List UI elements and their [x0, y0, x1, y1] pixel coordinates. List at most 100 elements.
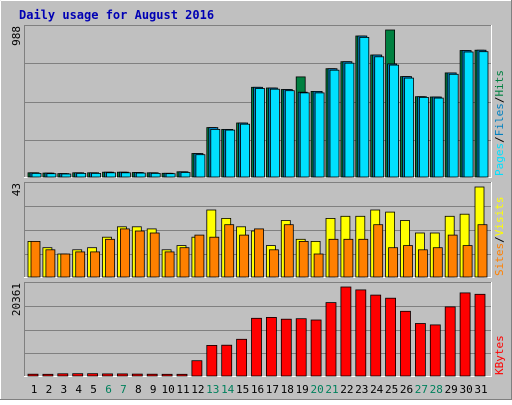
bar-sites-day-10 — [164, 251, 175, 278]
bar-pages-day-17 — [269, 88, 280, 178]
x-tick-label-4: 4 — [75, 383, 82, 396]
bar-pages-day-31 — [478, 51, 489, 178]
legend-entry-visits_sites-0: Sites — [493, 243, 506, 276]
bar-pages-day-3 — [61, 173, 72, 178]
legend-entry-hits_files_pages-0: Pages — [493, 143, 506, 176]
bar-kbytes-day-2 — [42, 373, 54, 377]
bar-sites-day-11 — [179, 247, 190, 278]
bar-kbytes-day-13 — [206, 344, 218, 377]
bar-kbytes-day-27 — [414, 323, 426, 377]
x-tick-label-5: 5 — [90, 383, 97, 396]
bar-pages-day-11 — [180, 172, 191, 178]
bar-pages-day-19 — [299, 92, 310, 178]
x-tick-label-13: 13 — [206, 383, 219, 396]
bar-kbytes-day-6 — [102, 373, 113, 377]
bar-kbytes-day-1 — [27, 373, 39, 377]
bar-pages-day-18 — [284, 90, 295, 178]
bar-kbytes-day-16 — [251, 317, 262, 377]
legend-kbytes: KBytes — [493, 335, 506, 375]
x-tick-label-16: 16 — [251, 383, 264, 396]
legend-entry-kbytes-0: KBytes — [493, 335, 506, 375]
bar-sites-day-4 — [75, 251, 86, 278]
x-tick-label-19: 19 — [296, 383, 309, 396]
bar-sites-day-18 — [283, 224, 294, 278]
bar-kbytes-day-23 — [355, 289, 367, 377]
legend-hits_files_pages: Pages/Files/Hits — [493, 70, 506, 176]
legend-entry-hits_files_pages-4: Hits — [493, 70, 506, 97]
bar-sites-day-29 — [447, 234, 458, 278]
bar-pages-day-1 — [31, 172, 42, 178]
bar-kbytes-day-18 — [280, 318, 292, 377]
bar-sites-day-15 — [239, 234, 250, 278]
x-tick-label-26: 26 — [400, 383, 413, 396]
panel-hits_files_pages: 988 Pages/Files/Hits — [10, 25, 506, 178]
bar-sites-day-12 — [194, 234, 205, 278]
x-tick-label-21: 21 — [325, 383, 338, 396]
bar-sites-day-27 — [417, 249, 428, 278]
y-max-label-hits_files_pages: 988 — [10, 26, 23, 46]
legend-entry-visits_sites-1: / — [493, 236, 506, 243]
bar-sites-day-25 — [388, 247, 399, 278]
bar-sites-day-6 — [105, 238, 115, 278]
bar-pages-day-15 — [240, 123, 251, 178]
bar-pages-day-10 — [165, 173, 176, 178]
x-tick-label-15: 15 — [236, 383, 249, 396]
bar-sites-day-21 — [328, 238, 339, 278]
bar-kbytes-day-19 — [295, 318, 307, 377]
panel-visits_sites: 43 Sites/Visits — [10, 182, 506, 278]
bar-pages-day-4 — [76, 172, 87, 178]
x-tick-label-24: 24 — [370, 383, 384, 396]
bar-kbytes-day-25 — [385, 297, 397, 377]
bar-pages-day-20 — [314, 92, 325, 178]
panel-kbytes: 20361 KBytes — [10, 282, 506, 377]
bar-sites-day-31 — [477, 224, 488, 278]
y-max-label-kbytes: 20361 — [10, 283, 23, 316]
x-tick-label-23: 23 — [355, 383, 368, 396]
bar-kbytes-day-22 — [340, 286, 352, 377]
x-axis-labels: 1 2 3 4 5 6 7 8 9 10 11 12 13 14 15 16 17 18 19 20 21 22 23 24 2… — [31, 383, 488, 396]
bar-kbytes-day-15 — [236, 338, 248, 377]
bar-pages-day-14 — [225, 129, 236, 178]
x-tick-label-2: 2 — [46, 383, 53, 396]
bar-pages-day-24 — [374, 56, 385, 178]
bar-kbytes-day-4 — [72, 373, 84, 377]
chart-title: Daily usage for August 2016 — [19, 8, 214, 22]
bar-pages-day-25 — [389, 64, 400, 178]
bar-kbytes-day-11 — [176, 373, 188, 377]
bar-sites-day-7 — [120, 228, 130, 278]
legend-entry-hits_files_pages-1: / — [493, 136, 506, 143]
x-tick-label-31: 31 — [474, 383, 487, 396]
x-tick-label-11: 11 — [176, 383, 189, 396]
bar-pages-day-13 — [210, 128, 221, 178]
legend-visits_sites: Sites/Visits — [493, 197, 506, 277]
bar-sites-day-5 — [90, 251, 100, 278]
x-tick-label-20: 20 — [310, 383, 323, 396]
bar-sites-day-2 — [45, 249, 56, 278]
x-tick-label-25: 25 — [385, 383, 398, 396]
bar-pages-day-27 — [418, 97, 429, 178]
bar-kbytes-day-8 — [131, 373, 143, 377]
bar-kbytes-day-7 — [117, 373, 128, 377]
bar-kbytes-day-9 — [146, 373, 158, 377]
x-tick-label-1: 1 — [31, 383, 38, 396]
x-tick-label-18: 18 — [281, 383, 294, 396]
bar-kbytes-day-3 — [57, 373, 69, 377]
bar-sites-day-23 — [358, 238, 369, 278]
x-tick-label-6: 6 — [105, 383, 112, 396]
x-tick-label-30: 30 — [459, 383, 472, 396]
x-tick-label-10: 10 — [161, 383, 174, 396]
bar-kbytes-day-30 — [459, 292, 471, 377]
legend-entry-hits_files_pages-3: / — [493, 97, 506, 104]
bar-sites-day-9 — [149, 232, 160, 278]
bar-sites-day-8 — [134, 230, 145, 278]
x-tick-label-14: 14 — [221, 383, 235, 396]
bar-kbytes-day-10 — [161, 373, 173, 377]
bar-pages-day-21 — [329, 69, 340, 178]
bar-pages-day-28 — [433, 97, 444, 178]
x-tick-label-17: 17 — [266, 383, 279, 396]
bar-sites-day-28 — [432, 247, 443, 278]
bar-pages-day-2 — [46, 173, 57, 178]
bar-sites-day-1 — [30, 240, 41, 278]
bar-kbytes-day-26 — [400, 310, 411, 377]
bar-sites-day-22 — [343, 238, 354, 278]
